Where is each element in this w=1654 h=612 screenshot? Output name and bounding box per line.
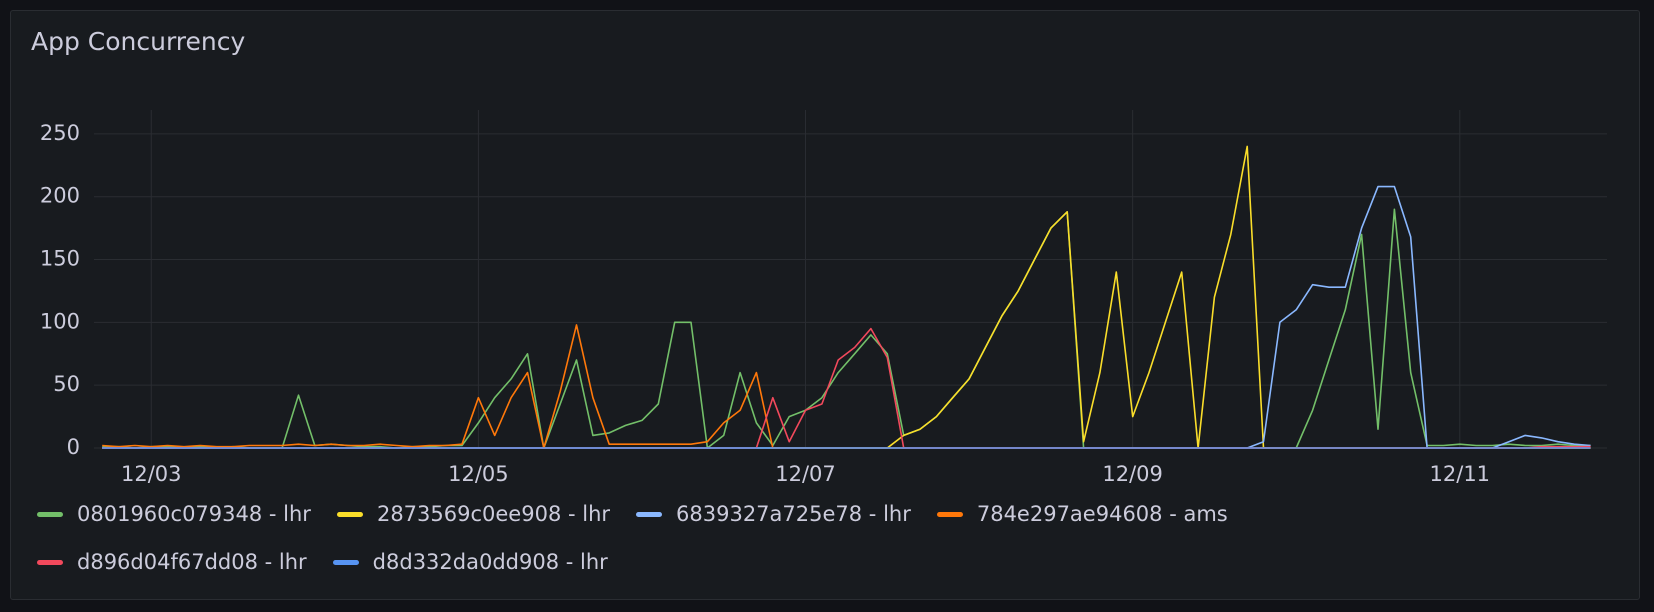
legend-label: d8d332da0dd908 - lhr [372, 550, 608, 574]
y-tick-label: 0 [67, 435, 80, 459]
legend-swatch [636, 511, 663, 517]
x-tick-label: 12/07 [775, 462, 836, 486]
y-tick-label: 200 [40, 184, 80, 208]
y-tick-label: 150 [40, 247, 80, 271]
series-line [102, 324, 1591, 449]
y-tick-label: 250 [40, 121, 80, 145]
legend-label: 6839327a725e78 - lhr [676, 502, 911, 526]
legend: 0801960c079348 - lhr 2873569c0ee908 - lhr… [37, 499, 1337, 577]
legend-item[interactable]: d896d04f67dd08 - lhr [37, 547, 307, 577]
legend-swatch [332, 559, 359, 565]
legend-item[interactable]: 0801960c079348 - lhr [37, 499, 311, 529]
legend-label: d896d04f67dd08 - lhr [77, 550, 307, 574]
legend-label: 2873569c0ee908 - lhr [376, 502, 611, 526]
legend-item[interactable]: 6839327a725e78 - lhr [636, 499, 911, 529]
legend-swatch [37, 559, 63, 565]
panel: App Concurrency 0 50 100 150 200 250 12/03 12/0… [10, 10, 1640, 600]
legend-swatch [336, 511, 363, 517]
legend-item[interactable]: 784e297ae94608 - ams [936, 499, 1228, 529]
x-tick-label: 12/09 [1102, 462, 1163, 486]
x-tick-label: 12/05 [448, 462, 509, 486]
series-line [102, 208, 1591, 449]
panel-title: App Concurrency [31, 27, 246, 56]
x-tick-label: 12/11 [1430, 462, 1491, 486]
legend-item[interactable]: 2873569c0ee908 - lhr [336, 499, 611, 529]
y-tick-label: 50 [53, 372, 80, 396]
legend-item[interactable]: d8d332da0dd908 - lhr [332, 547, 608, 577]
legend-label: 784e297ae94608 - ams [976, 502, 1228, 526]
series-line [102, 185, 1591, 449]
series-line [102, 327, 1591, 449]
legend-swatch [936, 511, 963, 517]
legend-label: 0801960c079348 - lhr [77, 502, 311, 526]
y-tick-label: 100 [40, 309, 80, 333]
chart: 0 50 100 150 200 250 12/03 12/05 12/07 12/09 12/11 [40, 110, 1607, 486]
legend-swatch [37, 511, 63, 517]
x-tick-label: 12/03 [121, 462, 182, 486]
